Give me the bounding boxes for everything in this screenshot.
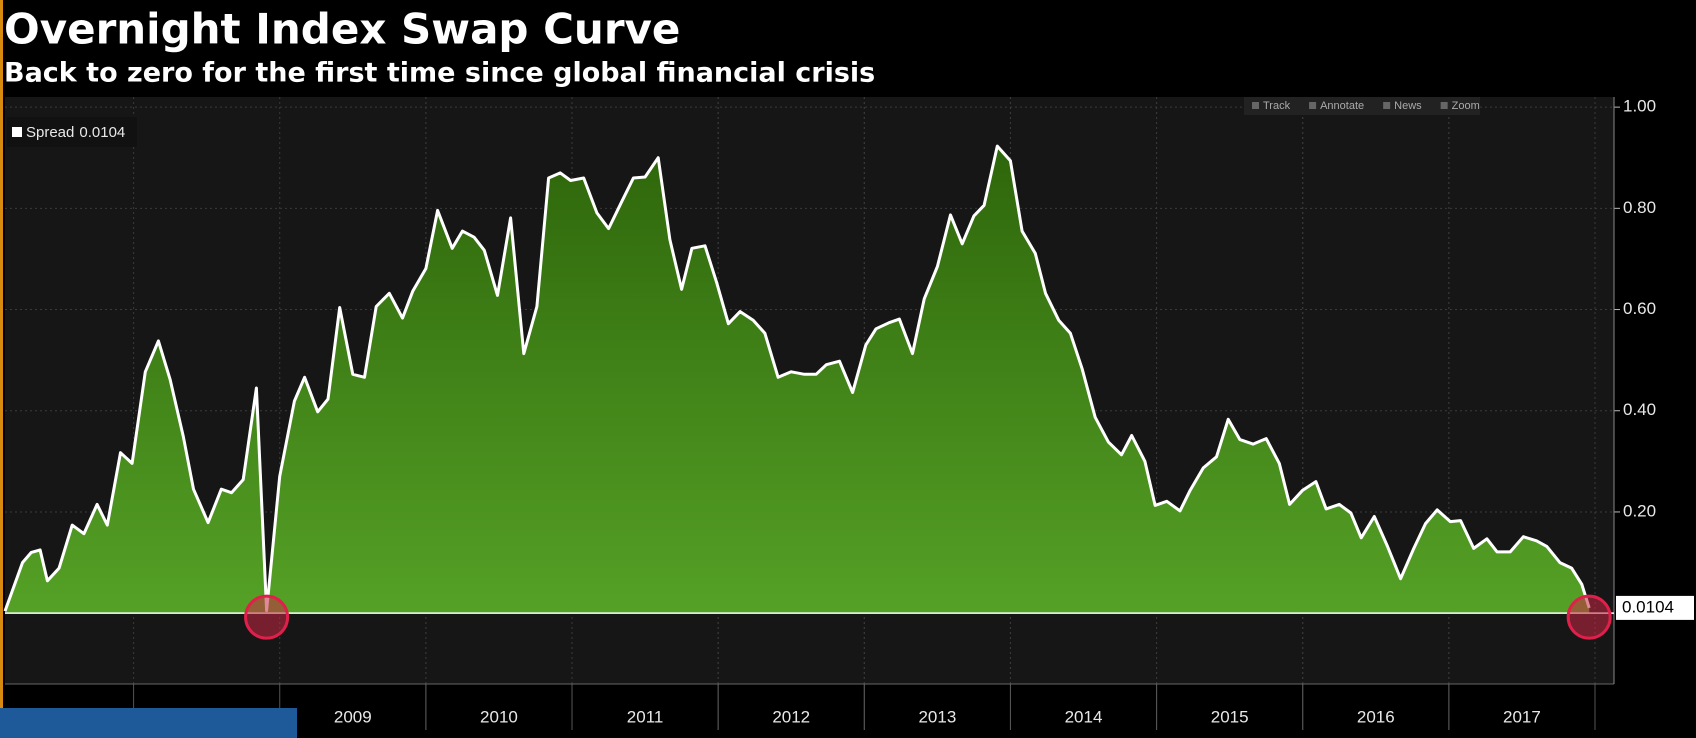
chart-title: Overnight Index Swap Curve [4, 5, 680, 54]
x-tick-label: 2016 [1357, 707, 1395, 726]
y-tick-label: 0.20 [1623, 501, 1656, 520]
toolbar-icon [1252, 102, 1259, 109]
highlight-marker [1566, 594, 1612, 640]
last-value-box [1616, 595, 1694, 620]
x-tick-label: 2012 [772, 707, 810, 726]
toolbar-button[interactable]: News [1394, 100, 1422, 112]
y-tick-label: 0.60 [1623, 299, 1656, 318]
x-tick-label: 2014 [1065, 707, 1103, 726]
y-tick-label: 0.80 [1623, 198, 1656, 217]
toolbar-icon [1309, 102, 1317, 109]
line [3, 144, 1591, 613]
plot-layer: 0.20 0.40 0.60 0.80 1.00 2009 2010 2011 2012 2013… [3, 97, 1694, 730]
y-tick-label: 1.00 [1623, 97, 1656, 116]
legend-name: Spread [26, 124, 74, 141]
chart-subtitle: Back to zero for the first time since gl… [4, 58, 875, 89]
legend-swatch [12, 127, 22, 137]
toolbar-icon [1383, 102, 1391, 109]
overlay-box [0, 708, 297, 738]
last-value-label: 0.0104 [1622, 597, 1674, 616]
toolbar-button[interactable]: Track [1263, 100, 1291, 112]
legend-value: 0.0104 [79, 124, 125, 141]
highlight-marker [244, 594, 290, 640]
legend-box [7, 117, 137, 147]
toolbar-icon [1440, 102, 1448, 109]
x-tick-label: 2011 [627, 707, 664, 726]
x-tick-label: 2015 [1211, 707, 1249, 726]
area-fill [5, 146, 1590, 614]
x-tick-label: 2010 [480, 707, 518, 726]
left-border [0, 0, 3, 738]
y-tick-label: 0.40 [1623, 400, 1656, 419]
x-tick-label: 2013 [918, 707, 956, 726]
x-tick-label: 2017 [1503, 707, 1541, 726]
toolbar-bg [1244, 97, 1480, 115]
toolbar-button[interactable]: Annotate [1320, 100, 1364, 112]
x-tick-label: 2009 [334, 707, 372, 726]
legend-text: Spread 0.0104 [26, 124, 125, 141]
toolbar-button[interactable]: Zoom [1452, 100, 1480, 112]
